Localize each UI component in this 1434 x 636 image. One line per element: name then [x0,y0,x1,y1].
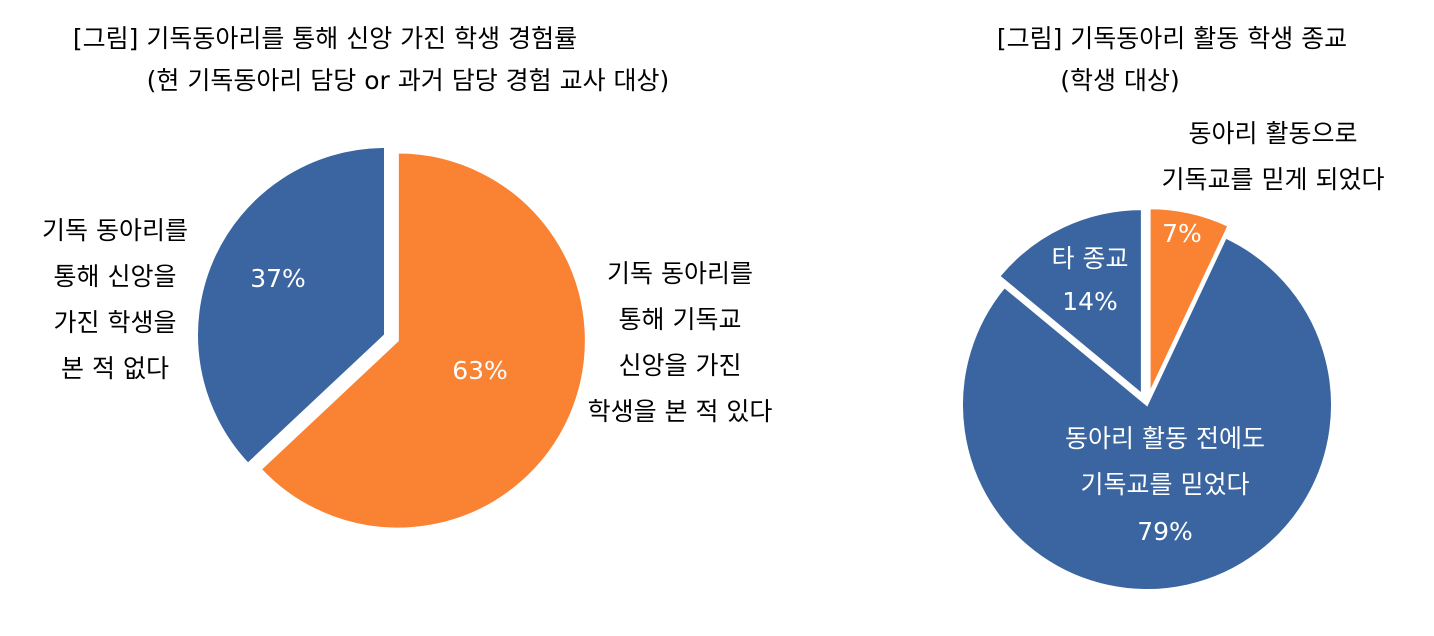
label-line: 기독 동아리를 [607,259,753,288]
pie-slice [961,236,1333,591]
label-line: 본 적 없다 [61,354,169,383]
chart-subtitle: (학생 대상) [1060,66,1179,95]
label-line: 동아리 활동으로 [1189,119,1358,148]
pie-slice [1148,207,1230,394]
label-line: 학생을 본 적 있다 [588,397,773,426]
slice-value-label: 37% [250,264,306,293]
label-line: 기독 동아리를 [42,216,188,245]
pie-slice [196,145,386,466]
label-line: 통해 신앙을 [54,262,177,291]
slice-value-label: 14% [1062,287,1118,316]
label-line: 동아리 활동 전에도 [1065,424,1265,453]
label-line: 통해 기독교 [619,305,742,334]
label-line: 신앙을 가진 [619,351,742,380]
chart-subtitle: (현 기독동아리 담당 or 과거 담당 경험 교사 대상) [147,66,670,95]
slice-value-label: 79% [1137,517,1193,546]
label-line: 기독교를 믿게 되었다 [1162,165,1385,194]
label-line: 가진 학생을 [54,308,177,337]
slice-category-label: 타 종교 [1052,244,1129,273]
pie-slice [997,208,1143,397]
pie-slice [259,151,587,530]
slice-value-label: 63% [452,356,508,385]
chart-title: [그림] 기독동아리를 통해 신앙 가진 학생 경험률 [73,24,577,53]
slice-value-label: 7% [1162,219,1202,248]
label-line: 기독교를 믿었다 [1081,470,1250,499]
chart-title: [그림] 기독동아리 활동 학생 종교 [997,24,1347,53]
